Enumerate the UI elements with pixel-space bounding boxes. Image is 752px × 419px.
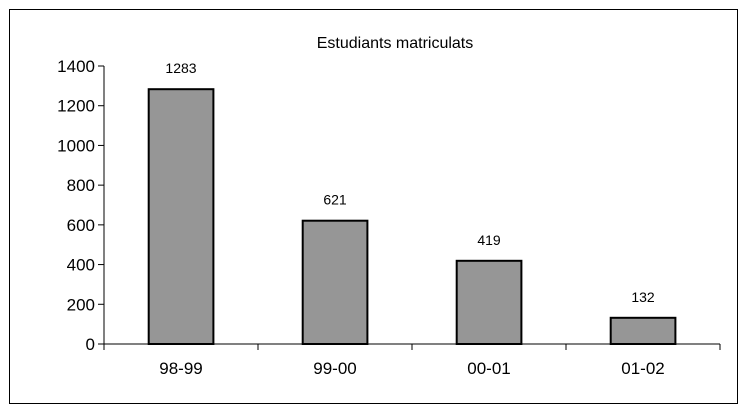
x-tick-label-00-01: 00-01 xyxy=(467,359,510,378)
y-tick-label-600: 600 xyxy=(67,216,95,235)
data-label-99-00: 621 xyxy=(323,192,347,208)
bars-layer: 1283 621 419 132 xyxy=(147,60,677,345)
axes-layer: 98-99 99-00 00-01 01-02 0 200 400 600 800 1000 120… xyxy=(57,57,721,378)
data-label-01-02: 132 xyxy=(631,289,655,305)
y-tick-label-1200: 1200 xyxy=(57,97,95,116)
bar-00-01 xyxy=(455,259,523,345)
chart-title: Estudiants matriculats xyxy=(317,35,474,52)
y-tick-label-1000: 1000 xyxy=(57,136,95,155)
y-tick-label-800: 800 xyxy=(67,176,95,195)
x-tick-label-01-02: 01-02 xyxy=(621,359,664,378)
bar-01-02 xyxy=(609,316,677,345)
y-tick-label-1400: 1400 xyxy=(57,57,95,76)
x-tick-label-99-00: 99-00 xyxy=(313,359,356,378)
bar-98-99 xyxy=(147,88,215,345)
bar-99-00 xyxy=(301,219,369,345)
data-label-98-99: 1283 xyxy=(165,60,196,76)
y-tick-label-0: 0 xyxy=(86,335,95,354)
y-tick-label-400: 400 xyxy=(67,256,95,275)
x-tick-label-98-99: 98-99 xyxy=(159,359,202,378)
data-label-00-01: 419 xyxy=(477,232,501,248)
y-tick-label-200: 200 xyxy=(67,295,95,314)
